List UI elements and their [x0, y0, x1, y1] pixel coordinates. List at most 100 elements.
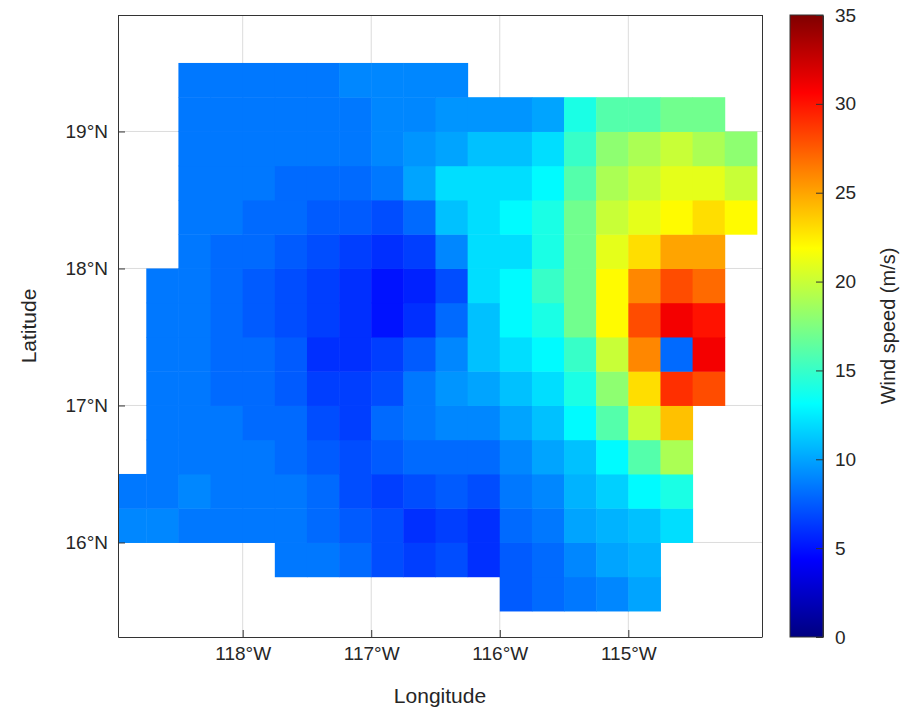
tick-label: 117°W: [344, 643, 400, 664]
cell: [146, 405, 179, 440]
cell: [596, 440, 629, 475]
cell: [436, 508, 469, 543]
tick: 25: [816, 182, 856, 203]
cell: [436, 234, 469, 269]
cell: [275, 508, 308, 543]
cell: [468, 131, 501, 166]
tick-label: 15: [835, 360, 856, 381]
colorbar-title: Wind speed (m/s): [877, 248, 899, 405]
cell: [371, 474, 404, 509]
cell: [371, 234, 404, 269]
cell: [146, 268, 179, 303]
cell: [243, 440, 276, 475]
cell: [371, 303, 404, 338]
cell: [500, 405, 533, 440]
cell: [307, 268, 340, 303]
cell: [564, 577, 597, 612]
cell: [564, 200, 597, 235]
tick-mark: [816, 193, 823, 194]
cell: [628, 131, 661, 166]
cell: [564, 542, 597, 577]
tick-mark: [816, 548, 823, 549]
tick: 115°W: [601, 630, 657, 664]
cell: [596, 166, 629, 201]
cell: [564, 97, 597, 132]
cell: [146, 508, 179, 543]
axis-line: [823, 16, 824, 638]
cell: [468, 97, 501, 132]
cell: [500, 371, 533, 406]
cell: [628, 303, 661, 338]
tick: 35: [816, 5, 856, 26]
cell: [660, 268, 693, 303]
cell: [628, 474, 661, 509]
tick: 30: [816, 93, 856, 114]
cell: [436, 474, 469, 509]
cell: [339, 508, 372, 543]
cell: [500, 440, 533, 475]
cell: [660, 371, 693, 406]
cell: [371, 131, 404, 166]
cell: [500, 577, 533, 612]
cell: [532, 131, 565, 166]
y-axis: 16°N17°N18°N19°N: [66, 16, 125, 638]
cell: [693, 303, 726, 338]
cell: [564, 166, 597, 201]
chart: 118°W117°W116°W115°W16°N17°N18°N19°NLong…: [0, 0, 913, 720]
tick-label: 17°N: [66, 395, 108, 416]
cell: [596, 131, 629, 166]
tick: 5: [816, 538, 846, 559]
cell: [178, 440, 211, 475]
cell: [436, 63, 469, 98]
cell: [275, 337, 308, 372]
cell: [339, 63, 372, 98]
cell: [500, 200, 533, 235]
cell: [468, 508, 501, 543]
cell: [307, 234, 340, 269]
cell: [403, 405, 436, 440]
cell: [693, 268, 726, 303]
tick-label: 10: [835, 449, 856, 470]
cell: [436, 303, 469, 338]
cell: [307, 474, 340, 509]
cell: [532, 474, 565, 509]
cell: [243, 337, 276, 372]
cell: [307, 371, 340, 406]
cell: [118, 474, 147, 509]
cell: [596, 474, 629, 509]
cell: [339, 371, 372, 406]
cell: [339, 474, 372, 509]
cell: [628, 405, 661, 440]
cell: [403, 97, 436, 132]
cell: [339, 440, 372, 475]
cell: [468, 166, 501, 201]
cell: [468, 542, 501, 577]
cell: [564, 131, 597, 166]
cell: [371, 97, 404, 132]
cell: [468, 474, 501, 509]
cell: [371, 508, 404, 543]
tick-label: 25: [835, 182, 856, 203]
cell: [628, 97, 661, 132]
cell: [564, 303, 597, 338]
cell: [211, 200, 244, 235]
cell: [243, 474, 276, 509]
cell: [178, 97, 211, 132]
cell: [532, 97, 565, 132]
cell: [307, 337, 340, 372]
cell: [500, 268, 533, 303]
cell: [178, 234, 211, 269]
cell: [532, 234, 565, 269]
cell: [339, 166, 372, 201]
tick-mark: [243, 630, 244, 637]
cell: [307, 166, 340, 201]
cell: [596, 542, 629, 577]
cell: [403, 63, 436, 98]
cell: [243, 234, 276, 269]
cell: [500, 303, 533, 338]
cell: [307, 440, 340, 475]
cell: [307, 63, 340, 98]
cell: [500, 131, 533, 166]
cell: [628, 508, 661, 543]
cell: [339, 131, 372, 166]
